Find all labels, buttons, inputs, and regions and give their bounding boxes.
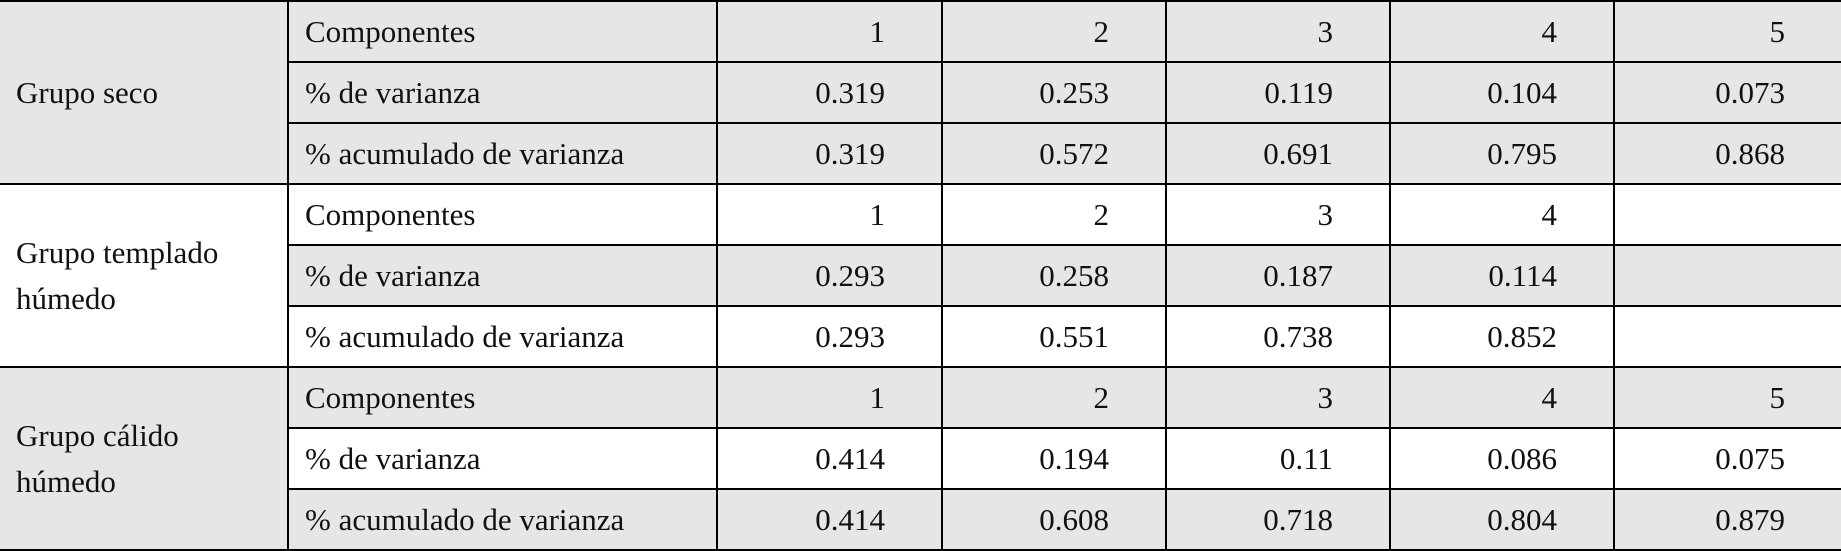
value-cell: 0.319 <box>716 122 943 185</box>
table-row: Grupo cálido húmedo Componentes 1 2 3 4 5 <box>0 366 1841 551</box>
value-cell: 0.073 <box>1613 61 1841 124</box>
value-cell: 0.572 <box>941 122 1167 185</box>
table-row: % de varianza 0.414 0.194 0.11 0.086 0.075 <box>0 427 1841 490</box>
value-cell: 0.738 <box>1165 305 1391 368</box>
value-cell: 2 <box>941 366 1167 429</box>
table-row: % acumulado de varianza 0.319 0.572 0.691 0.… <box>0 122 1841 185</box>
row-label: % de varianza <box>288 427 718 490</box>
value-cell: 0.319 <box>716 61 943 124</box>
row-label: % de varianza <box>288 61 718 124</box>
table-row: % acumulado de varianza 0.293 0.551 0.738 0.… <box>0 305 1841 368</box>
value-cell: 0.795 <box>1389 122 1615 185</box>
row-label: Componentes <box>287 0 718 63</box>
row-label: % acumulado de varianza <box>288 122 718 185</box>
value-cell: 1 <box>716 366 943 429</box>
table-row: % acumulado de varianza 0.414 0.608 0.718 0.… <box>0 488 1841 551</box>
value-cell: 0.119 <box>1165 61 1391 124</box>
row-label: % acumulado de varianza <box>288 488 718 551</box>
value-cell: 0.075 <box>1613 427 1841 490</box>
value-cell: 0.11 <box>1165 427 1391 490</box>
value-cell: 1 <box>716 183 943 246</box>
value-cell: 0.691 <box>1165 122 1391 185</box>
table-row: Grupo seco Componentes 1 2 3 4 5 <box>0 0 1841 185</box>
empty-cell <box>1613 183 1841 246</box>
empty-cell <box>1613 244 1841 307</box>
value-cell: 2 <box>941 0 1167 63</box>
value-cell: 0.194 <box>941 427 1167 490</box>
value-cell: 0.879 <box>1613 488 1841 551</box>
row-label: Componentes <box>287 183 718 246</box>
value-cell: 4 <box>1389 366 1615 429</box>
value-cell: 3 <box>1165 0 1391 63</box>
group-label: Grupo cálido húmedo <box>0 366 289 551</box>
value-cell: 0.718 <box>1165 488 1391 551</box>
value-cell: 1 <box>716 0 943 63</box>
value-cell: 4 <box>1389 183 1615 246</box>
value-cell: 0.608 <box>941 488 1167 551</box>
row-label: % de varianza <box>288 244 718 307</box>
value-cell: 0.414 <box>716 488 943 551</box>
value-cell: 5 <box>1613 366 1841 429</box>
value-cell: 0.868 <box>1613 122 1841 185</box>
value-cell: 0.293 <box>716 244 943 307</box>
value-cell: 0.253 <box>941 61 1167 124</box>
value-cell: 0.414 <box>716 427 943 490</box>
value-cell: 0.804 <box>1389 488 1615 551</box>
group-label: Grupo seco <box>0 0 289 185</box>
value-cell: 3 <box>1165 366 1391 429</box>
row-label: % acumulado de varianza <box>288 305 718 368</box>
value-cell: 0.852 <box>1389 305 1615 368</box>
value-cell: 5 <box>1613 0 1841 63</box>
value-cell: 0.187 <box>1165 244 1391 307</box>
value-cell: 4 <box>1389 0 1615 63</box>
row-label: Componentes <box>287 366 718 429</box>
value-cell: 3 <box>1165 183 1391 246</box>
table-row: Grupo templado húmedo Componentes 1 2 3 4 <box>0 183 1841 368</box>
value-cell: 0.104 <box>1389 61 1615 124</box>
table-row: % de varianza 0.319 0.253 0.119 0.104 0.073 <box>0 61 1841 124</box>
empty-cell <box>1613 305 1841 368</box>
value-cell: 0.551 <box>941 305 1167 368</box>
value-cell: 2 <box>941 183 1167 246</box>
table-row: % de varianza 0.293 0.258 0.187 0.114 <box>0 244 1841 307</box>
value-cell: 0.086 <box>1389 427 1615 490</box>
group-label: Grupo templado húmedo <box>0 183 289 368</box>
value-cell: 0.258 <box>941 244 1167 307</box>
value-cell: 0.114 <box>1389 244 1615 307</box>
value-cell: 0.293 <box>716 305 943 368</box>
